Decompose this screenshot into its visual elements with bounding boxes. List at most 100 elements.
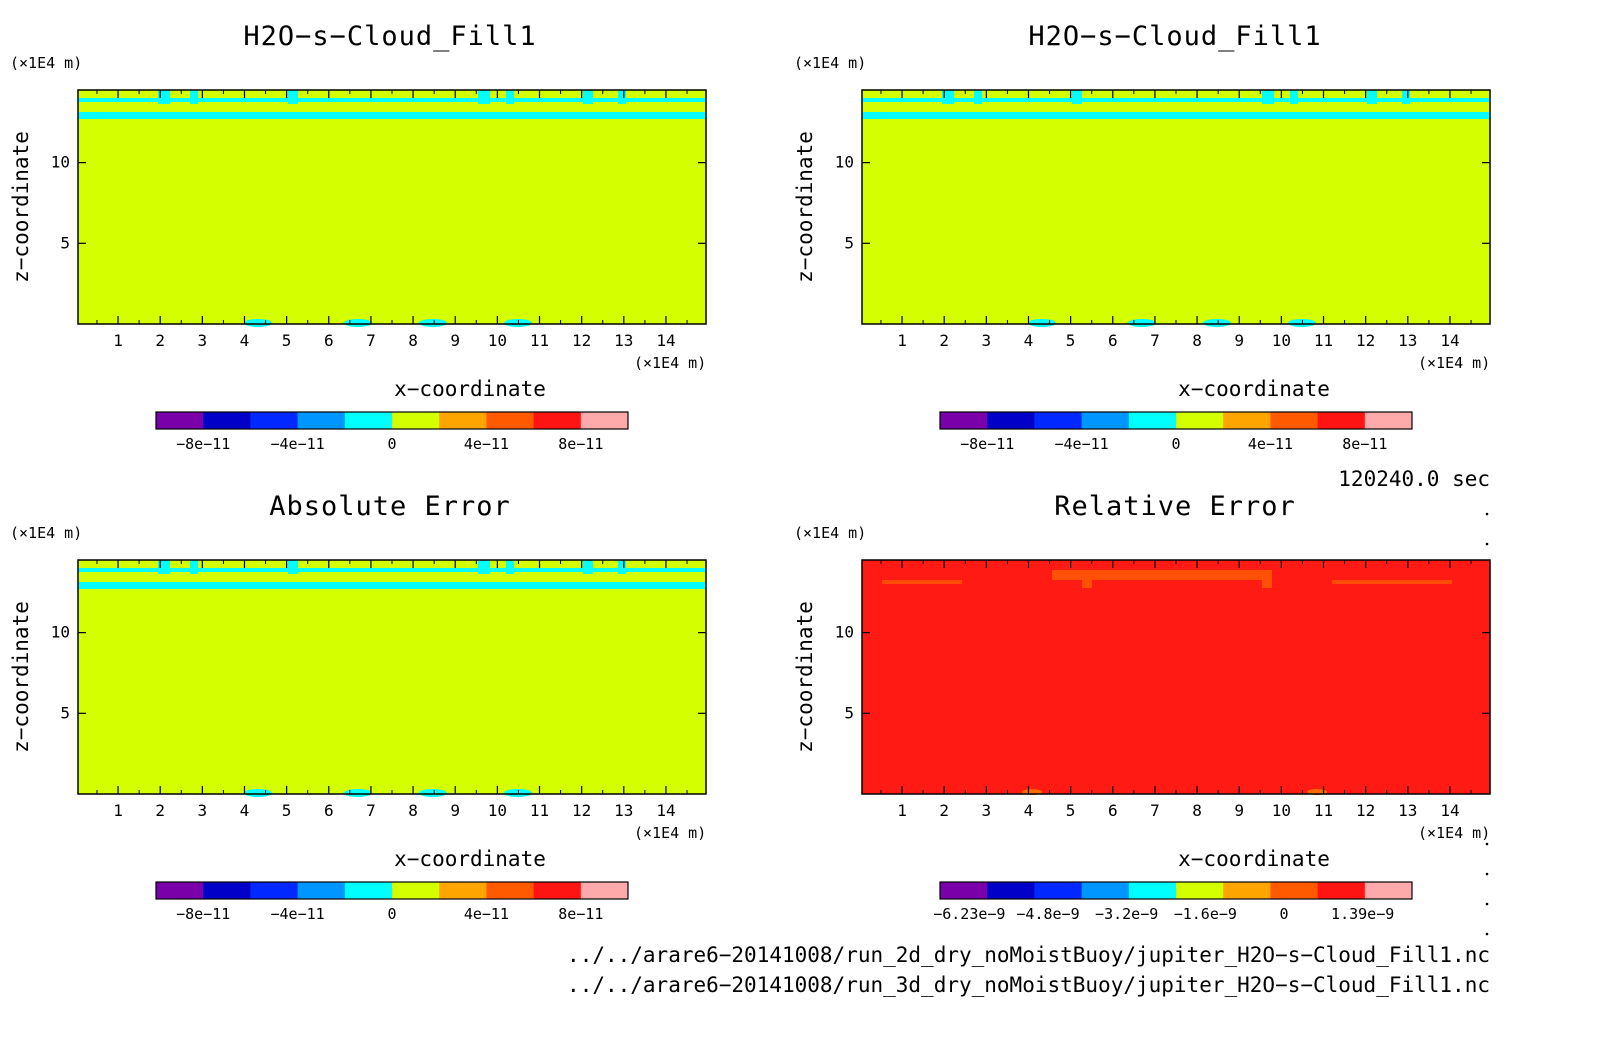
colorbar-tick-label: 0 [387, 435, 396, 453]
x-tick-label: 2 [939, 331, 949, 350]
feature-band [1082, 580, 1092, 588]
x-tick-label: 8 [408, 801, 418, 820]
x-tick-label: 2 [939, 801, 949, 820]
x-tick-label: 6 [324, 331, 334, 350]
x-tick-label: 11 [1314, 331, 1333, 350]
feature-band [78, 582, 706, 589]
colorbar-tick-label: 8e−11 [558, 905, 603, 923]
x-tick-label: 10 [488, 801, 507, 820]
feature-bump [1128, 319, 1156, 327]
colorbar-swatch [940, 882, 988, 899]
x-tick-label: 5 [1066, 331, 1076, 350]
feature-band [862, 112, 1490, 119]
y-unit-label: (×1E4 m) [10, 54, 82, 72]
x-tick-label: 8 [1192, 331, 1202, 350]
feature-band [882, 580, 962, 584]
colorbar-swatch [439, 882, 487, 899]
feature-bump [344, 319, 372, 327]
colorbar-swatch [1034, 412, 1083, 429]
colorbar-swatch [987, 412, 1035, 429]
colorbar-swatch [439, 412, 487, 429]
x-tick-label: 3 [982, 331, 992, 350]
colorbar-swatch [1364, 412, 1413, 429]
feature-column [583, 90, 593, 104]
colorbar-tick-label: 8e−11 [1342, 435, 1387, 453]
colorbar-tick-label: 4e−11 [464, 905, 509, 923]
x-axis-label: x−coordinate [1178, 377, 1330, 401]
feature-band [1262, 580, 1272, 588]
x-tick-label: 6 [324, 801, 334, 820]
panel-title: Relative Error [1054, 491, 1296, 522]
colorbar-tick-label: −4e−11 [271, 905, 325, 923]
x-tick-label: 4 [240, 331, 250, 350]
colorbar-swatch [533, 882, 582, 899]
x-tick-label: 4 [1024, 331, 1034, 350]
colorbar-swatch [392, 882, 440, 899]
y-tick-label: 5 [60, 233, 70, 252]
colorbar-swatch [1270, 882, 1319, 899]
feature-column [158, 560, 170, 574]
x-tick-label: 13 [614, 801, 633, 820]
colorbar-tick-label: 8e−11 [558, 435, 603, 453]
colorbar-swatch [344, 882, 393, 899]
x-tick-label: 7 [1150, 801, 1160, 820]
panel-title: Absolute Error [269, 491, 511, 522]
x-tick-label: 4 [240, 801, 250, 820]
colorbar-swatch [486, 412, 535, 429]
colorbar-swatch [297, 882, 346, 899]
file-path-1: ../../arare6−20141008/run_2d_dry_noMoist… [567, 943, 1490, 967]
y-tick-label: 5 [60, 703, 70, 722]
x-tick-label: 13 [614, 331, 633, 350]
x-tick-label: 5 [1066, 801, 1076, 820]
y-tick-label: 5 [844, 233, 854, 252]
colorbar-swatch [1128, 882, 1177, 899]
feature-bump [1203, 319, 1231, 327]
colorbar-swatch [1176, 412, 1224, 429]
y-axis-label: z−coordinate [9, 601, 33, 753]
x-tick-label: 12 [572, 331, 591, 350]
colorbar-swatch [1128, 412, 1177, 429]
feature-band [1332, 580, 1452, 584]
x-tick-label: 3 [198, 801, 208, 820]
colorbar-swatch [1223, 412, 1271, 429]
colorbar-swatch [987, 882, 1035, 899]
feature-column [583, 560, 593, 574]
y-axis-label: z−coordinate [793, 131, 817, 283]
feature-column [190, 90, 198, 104]
feature-bump [344, 789, 372, 797]
colorbar-swatch [1176, 882, 1224, 899]
x-unit-label: (×1E4 m) [634, 824, 706, 842]
x-tick-label: 9 [1234, 331, 1244, 350]
x-tick-label: 7 [1150, 331, 1160, 350]
field-fill [78, 560, 706, 794]
colorbar-swatch [297, 412, 346, 429]
colorbar-tick-label: 0 [1171, 435, 1180, 453]
panel-3: Absolute Error(×1E4 m)1 2 3 4 5 6 7 8 9 10 11 12 13 1… [9, 491, 707, 923]
colorbar-swatch [203, 882, 251, 899]
colorbar-swatch [1364, 882, 1413, 899]
feature-column [506, 90, 514, 104]
colorbar-swatch [250, 412, 299, 429]
feature-column [618, 90, 626, 104]
colorbar-tick-label: 4e−11 [464, 435, 509, 453]
panel-4: Relative Error(×1E4 m)1 2 3 4 5 6 7 8 9 10 11 12 13 1… [793, 491, 1491, 923]
feature-bump [244, 319, 272, 327]
x-tick-label: 3 [198, 331, 208, 350]
colorbar-tick-label: 1.39e−9 [1331, 905, 1394, 923]
x-tick-label: 11 [530, 801, 549, 820]
x-tick-label: 14 [1440, 331, 1459, 350]
y-axis-label: z−coordinate [793, 601, 817, 753]
colorbar-tick-label: −1.6e−9 [1174, 905, 1237, 923]
feature-column [478, 560, 490, 574]
x-tick-label: 1 [897, 331, 907, 350]
marker-dot [1485, 542, 1489, 546]
feature-band [78, 568, 706, 572]
x-tick-label: 2 [155, 801, 165, 820]
x-tick-label: 8 [1192, 801, 1202, 820]
x-unit-label: (×1E4 m) [634, 354, 706, 372]
colorbar-swatch [1270, 412, 1319, 429]
x-tick-label: 11 [530, 331, 549, 350]
x-tick-label: 8 [408, 331, 418, 350]
x-tick-label: 12 [1356, 801, 1375, 820]
